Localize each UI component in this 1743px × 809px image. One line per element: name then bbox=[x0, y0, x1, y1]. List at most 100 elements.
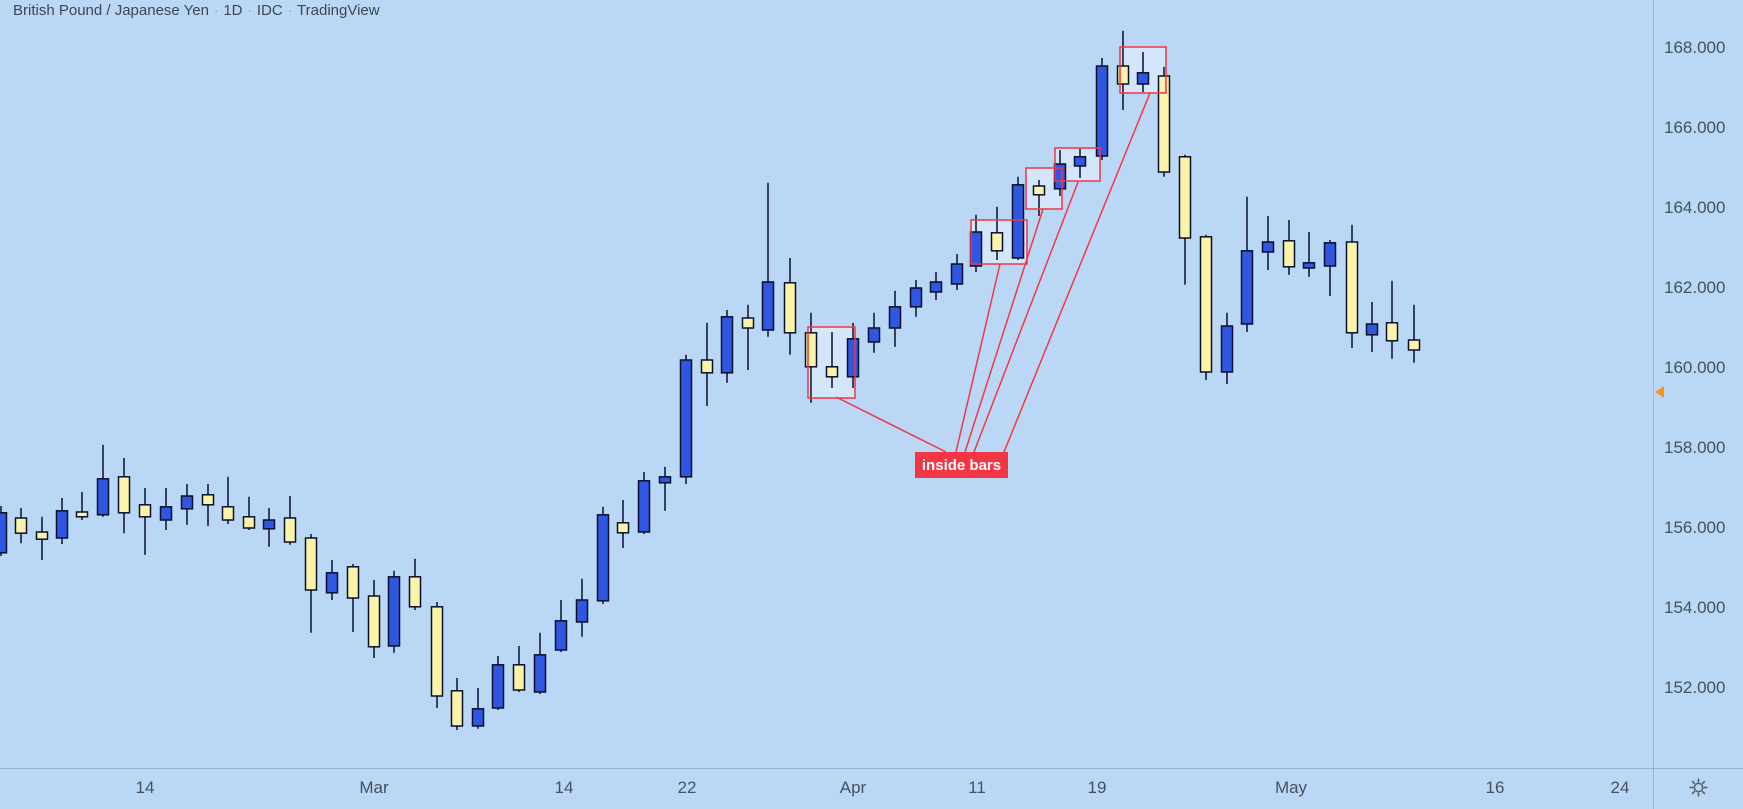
candle-body bbox=[159, 506, 173, 521]
candlestick[interactable] bbox=[138, 488, 152, 555]
candlestick[interactable] bbox=[408, 558, 422, 610]
title-separator: · bbox=[287, 3, 293, 18]
candlestick[interactable] bbox=[990, 206, 1004, 260]
inside-bar-range-box[interactable] bbox=[1119, 46, 1167, 94]
candlestick[interactable] bbox=[242, 496, 256, 530]
time-axis-label: 19 bbox=[1087, 778, 1107, 797]
candlestick[interactable] bbox=[283, 496, 297, 545]
inside-bar-range-box[interactable] bbox=[1054, 147, 1101, 182]
candlestick[interactable] bbox=[1095, 58, 1109, 160]
inside-bars-label[interactable]: inside bars bbox=[915, 452, 1008, 478]
candlestick[interactable] bbox=[929, 272, 943, 300]
candle-body bbox=[450, 690, 464, 727]
candlestick[interactable] bbox=[1220, 312, 1234, 384]
candlestick[interactable] bbox=[325, 560, 339, 600]
title-separator: · bbox=[213, 3, 219, 18]
candlestick[interactable] bbox=[825, 332, 839, 388]
candlestick[interactable] bbox=[450, 678, 464, 730]
candlestick[interactable] bbox=[1073, 148, 1087, 178]
candlestick[interactable] bbox=[0, 506, 8, 556]
candlestick[interactable] bbox=[720, 310, 734, 383]
candle-body bbox=[408, 576, 422, 608]
candle-body bbox=[1095, 65, 1109, 157]
candle-body bbox=[575, 599, 589, 623]
candlestick[interactable] bbox=[1116, 30, 1130, 110]
candlestick[interactable] bbox=[367, 580, 381, 658]
candlestick[interactable] bbox=[75, 492, 89, 520]
candlestick[interactable] bbox=[888, 290, 902, 347]
candlestick[interactable] bbox=[201, 484, 215, 526]
candlestick[interactable] bbox=[346, 564, 360, 632]
candlestick[interactable] bbox=[1178, 154, 1192, 285]
candlestick[interactable] bbox=[1345, 224, 1359, 348]
inside-bar-range-box[interactable] bbox=[1025, 167, 1063, 210]
candlestick[interactable] bbox=[616, 500, 630, 548]
time-axis-label: Mar bbox=[359, 778, 389, 797]
candlestick[interactable] bbox=[35, 516, 49, 560]
candlestick[interactable] bbox=[1136, 52, 1150, 92]
candle-body bbox=[1136, 72, 1150, 85]
candle-body bbox=[512, 664, 526, 691]
candlestick[interactable] bbox=[512, 646, 526, 692]
settings-gear-icon[interactable] bbox=[1688, 777, 1709, 798]
candlestick[interactable] bbox=[846, 322, 860, 388]
candlestick[interactable] bbox=[637, 472, 651, 534]
candlestick[interactable] bbox=[783, 258, 797, 355]
candlestick[interactable] bbox=[14, 508, 28, 544]
inside-bar-range-box[interactable] bbox=[807, 326, 856, 399]
candlestick[interactable] bbox=[1407, 304, 1421, 363]
candlestick[interactable] bbox=[1032, 180, 1046, 216]
candle-body bbox=[929, 281, 943, 293]
inside-bar-range-box[interactable] bbox=[970, 219, 1028, 265]
time-axis-label: 11 bbox=[968, 778, 986, 797]
candlestick[interactable] bbox=[533, 632, 547, 694]
candlestick[interactable] bbox=[1282, 220, 1296, 275]
candlestick[interactable] bbox=[262, 508, 276, 547]
candlestick[interactable] bbox=[221, 476, 235, 524]
candlestick[interactable] bbox=[180, 484, 194, 525]
candlestick[interactable] bbox=[55, 498, 69, 544]
candlestick[interactable] bbox=[909, 280, 923, 317]
interval-label[interactable]: 1D bbox=[223, 2, 243, 19]
candlestick[interactable] bbox=[1365, 302, 1379, 352]
candle-body bbox=[35, 531, 49, 540]
candlestick[interactable] bbox=[1302, 232, 1316, 277]
candlestick[interactable] bbox=[1261, 216, 1275, 270]
candlestick[interactable] bbox=[1011, 176, 1025, 260]
candlestick[interactable] bbox=[575, 578, 589, 637]
candle-body bbox=[1407, 339, 1421, 351]
candlestick[interactable] bbox=[950, 254, 964, 290]
candle-body bbox=[1032, 185, 1046, 196]
candle-body bbox=[1073, 156, 1087, 167]
candlestick[interactable] bbox=[679, 354, 693, 484]
candlestick[interactable] bbox=[867, 312, 881, 353]
candlestick[interactable] bbox=[430, 602, 444, 708]
candle-body bbox=[471, 708, 485, 727]
candlestick[interactable] bbox=[804, 312, 818, 403]
candlestick[interactable] bbox=[761, 182, 775, 337]
candlestick[interactable] bbox=[1240, 196, 1254, 332]
candlestick[interactable] bbox=[1199, 234, 1213, 380]
candlestick[interactable] bbox=[658, 466, 672, 511]
candlestick[interactable] bbox=[117, 458, 131, 534]
candlestick[interactable] bbox=[96, 444, 110, 517]
candlestick[interactable] bbox=[1157, 66, 1171, 177]
candlestick[interactable] bbox=[741, 304, 755, 370]
candlestick[interactable] bbox=[387, 570, 401, 653]
candle-body bbox=[554, 620, 568, 651]
candle-body bbox=[1282, 240, 1296, 268]
candlestick[interactable] bbox=[1385, 280, 1399, 359]
candlestick[interactable] bbox=[159, 488, 173, 530]
candlestick[interactable] bbox=[304, 534, 318, 633]
candlestick[interactable] bbox=[1323, 240, 1337, 296]
candlestick[interactable] bbox=[554, 600, 568, 652]
price-axis-divider bbox=[1653, 0, 1654, 809]
candlestick[interactable] bbox=[471, 688, 485, 729]
symbol-name: British Pound / Japanese Yen bbox=[13, 2, 209, 19]
symbol-title[interactable]: British Pound / Japanese Yen · 1D · IDC · Trad… bbox=[13, 2, 380, 19]
candlestick[interactable] bbox=[596, 506, 610, 604]
candlestick[interactable] bbox=[700, 322, 714, 406]
exchange-label: IDC bbox=[256, 2, 283, 19]
candlestick[interactable] bbox=[491, 656, 505, 710]
